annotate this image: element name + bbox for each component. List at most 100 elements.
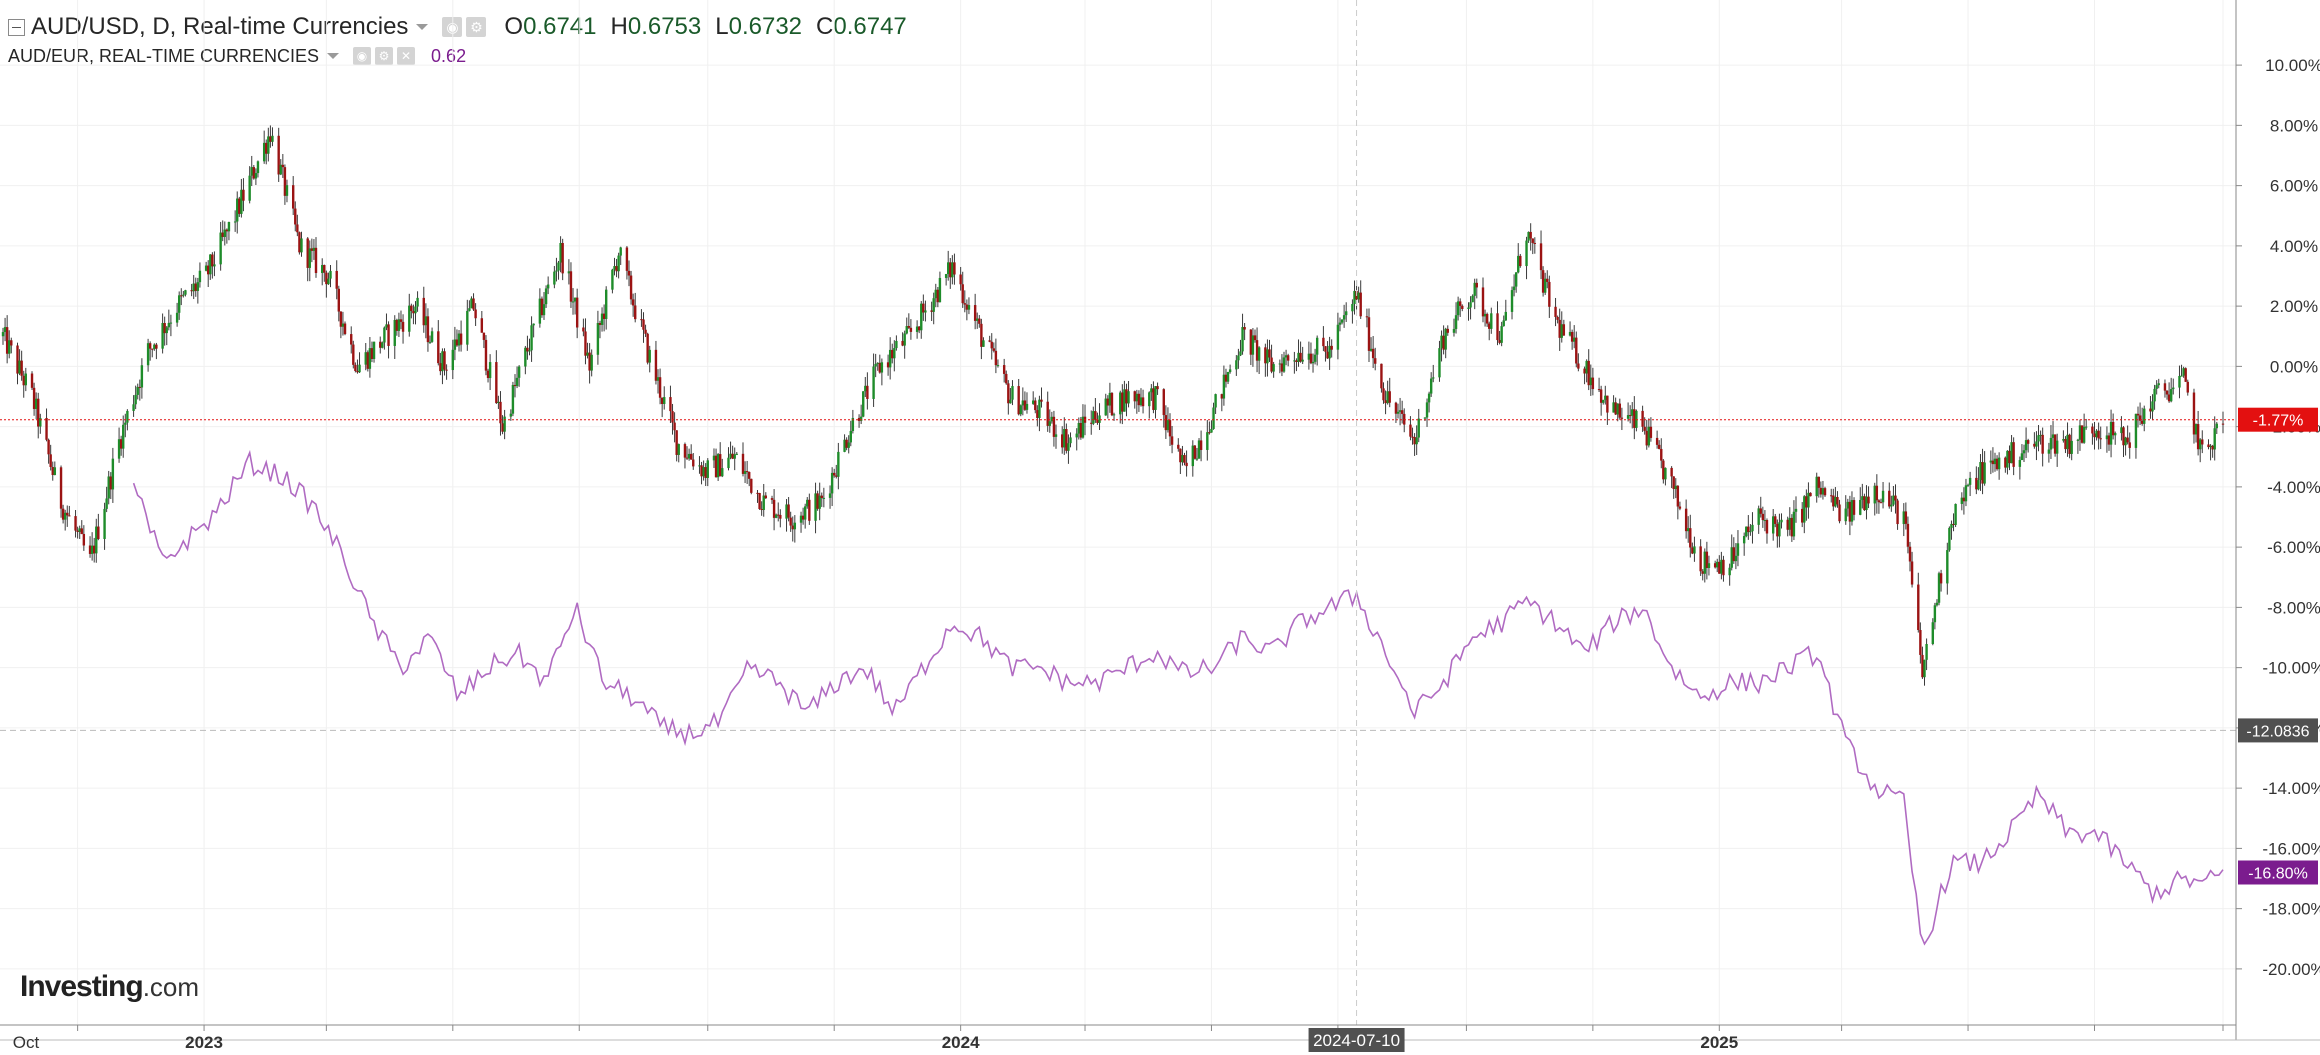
candle-body — [1475, 282, 1478, 288]
candle-body — [49, 454, 52, 468]
candle-body — [524, 347, 527, 367]
compare-line — [132, 449, 2224, 946]
candle-body — [213, 264, 216, 267]
chevron-down-icon[interactable] — [416, 24, 429, 30]
candle-body — [1075, 433, 1078, 438]
candle-body — [323, 265, 326, 273]
candle-body — [1112, 414, 1116, 416]
compare-series-title[interactable]: AUD/EUR, REAL-TIME CURRENCIES — [8, 45, 320, 66]
candle-body — [1382, 388, 1385, 401]
candle-body — [1079, 422, 1083, 438]
y-tick-label: -10.00% — [2262, 659, 2320, 678]
candle-body — [204, 265, 208, 271]
candle-body — [2194, 424, 2198, 435]
candle-body — [1249, 329, 1253, 355]
candle-body — [95, 526, 98, 554]
candle-body — [1512, 286, 1516, 291]
candle-body — [1121, 392, 1124, 412]
ohlc-value: 0.6732 — [728, 13, 803, 40]
candle-body — [1036, 410, 1039, 418]
candle-body — [1094, 411, 1097, 420]
candle-body — [864, 385, 867, 392]
candle-body — [1832, 495, 1835, 507]
candle-body — [1154, 386, 1157, 410]
candle-body — [646, 333, 649, 363]
candle-body — [2211, 445, 2214, 450]
candle-body — [1170, 436, 1174, 445]
candle-body — [2120, 427, 2123, 434]
candle-body — [1023, 400, 1027, 410]
candle-body — [285, 185, 289, 196]
candle-body — [1819, 487, 1823, 495]
candle-body — [53, 467, 57, 476]
candle-body — [1226, 372, 1230, 382]
candle-body — [1400, 410, 1404, 414]
candle-body — [961, 284, 964, 304]
compare-legend: AUD/EUR, REAL-TIME CURRENCIES ◉ ⚙ ✕ 0.62 — [8, 44, 466, 68]
candle-body — [169, 322, 173, 324]
candle-body — [387, 324, 390, 346]
candle-body — [1396, 411, 1400, 414]
candle-body — [151, 348, 154, 350]
gear-icon[interactable]: ⚙ — [466, 17, 487, 37]
candle-body — [5, 327, 9, 354]
candle-body — [546, 284, 550, 289]
candle-body — [2169, 389, 2173, 402]
candle-body — [2114, 433, 2117, 436]
candle-body — [1052, 416, 1056, 437]
candle-body — [1533, 242, 1537, 244]
candle-body — [1788, 517, 1791, 530]
candle-body — [1212, 407, 1215, 429]
candle-body — [1548, 281, 1551, 307]
candle-body — [818, 495, 821, 509]
candle-body — [1964, 485, 1968, 502]
candle-body — [2192, 392, 2196, 435]
candle-body — [803, 506, 807, 520]
collapse-legend-icon[interactable] — [8, 18, 25, 36]
candle-body — [1514, 272, 1518, 287]
candle-body — [254, 173, 258, 179]
candle-body — [1048, 421, 1051, 426]
candle-body — [1612, 402, 1615, 413]
candle-body — [1152, 388, 1155, 410]
candle-body — [306, 238, 309, 268]
candle-body — [619, 247, 622, 256]
candle-body — [1606, 395, 1609, 413]
candle-body — [1631, 409, 1634, 416]
candle-body — [762, 495, 765, 510]
candle-body — [1670, 467, 1673, 477]
close-icon[interactable]: ✕ — [397, 47, 416, 65]
candle-body — [1278, 363, 1282, 365]
candle-body — [395, 319, 399, 331]
chevron-down-icon[interactable] — [327, 53, 340, 59]
candle-body — [1902, 511, 1905, 525]
candle-body — [1034, 400, 1037, 411]
gear-icon[interactable]: ⚙ — [375, 47, 394, 65]
candle-body — [1253, 335, 1257, 341]
candle-body — [437, 331, 440, 364]
candle-body — [2163, 383, 2167, 391]
candle-body — [1910, 561, 1914, 585]
y-tick-label: -8.00% — [2267, 598, 2320, 617]
candle-body — [785, 504, 788, 519]
candle-body — [2041, 434, 2044, 454]
candle-body — [1007, 383, 1010, 404]
candle-body — [718, 454, 722, 477]
candle-body — [1046, 401, 1049, 426]
candle-body — [924, 310, 927, 313]
candle-body — [1444, 328, 1447, 350]
candle-body — [24, 373, 28, 386]
y-tick-label: -18.00% — [2262, 900, 2320, 919]
candle-body — [1821, 488, 1825, 495]
candle-body — [1995, 458, 1999, 470]
candle-body — [1888, 490, 1891, 507]
candle-body — [1220, 394, 1224, 399]
candle-body — [1461, 305, 1464, 309]
main-series-title[interactable]: AUD/USD, D, Real-time Currencies — [31, 13, 409, 40]
x-tick-label: 2023 — [185, 1033, 223, 1052]
candle-body — [990, 341, 993, 349]
candle-body — [34, 398, 38, 409]
visibility-icon[interactable]: ◉ — [353, 47, 372, 65]
candle-body — [1807, 492, 1810, 508]
